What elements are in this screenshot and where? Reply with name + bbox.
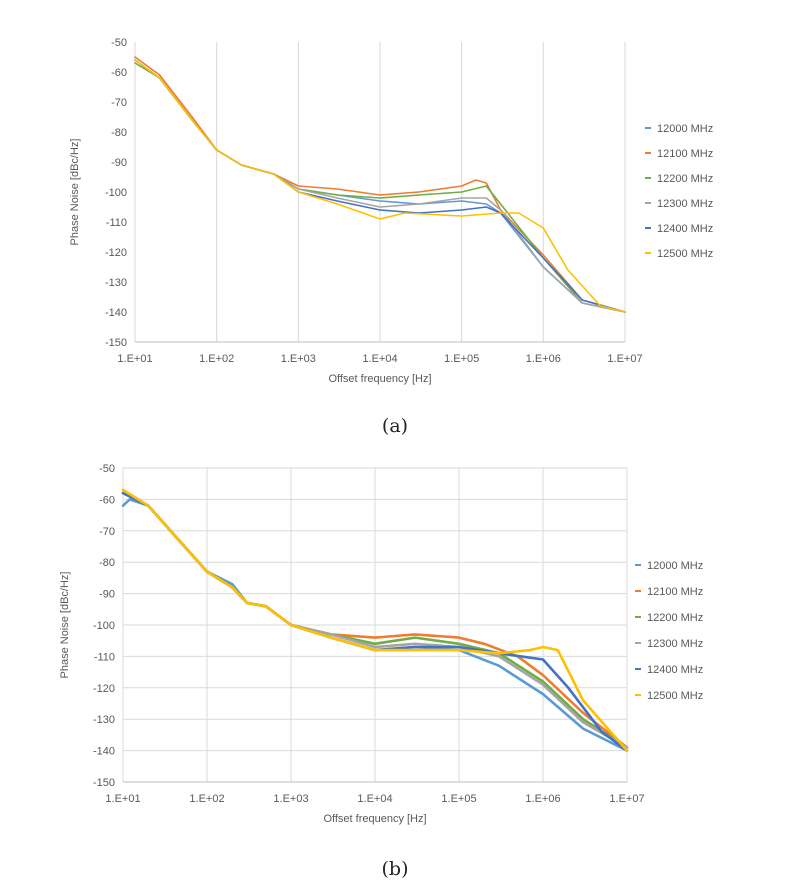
chart-b-legend-label: 12200 MHz <box>647 612 703 624</box>
chart-a-ytick-label: -140 <box>105 307 127 319</box>
chart-b-ytick-label: -100 <box>93 620 115 632</box>
chart-b-ytick-label: -150 <box>93 777 115 789</box>
chart-b-ytick-label: -120 <box>93 683 115 695</box>
chart-b-ytick-label: -140 <box>93 746 115 758</box>
chart-a-ytick-label: -60 <box>111 67 127 79</box>
chart-a-legend-label: 12500 MHz <box>657 248 713 260</box>
chart-a-x-axis-title: Offset frequency [Hz] <box>328 373 431 385</box>
chart-a-ytick-label: -50 <box>111 37 127 49</box>
chart-a: -50 -60 -70 -80 -90 -100 -110 -120 -130 -140 -150 1… <box>69 37 713 437</box>
chart-a-legend-label: 12100 MHz <box>657 148 713 160</box>
chart-a-legend-label: 12300 MHz <box>657 198 713 210</box>
chart-a-xtick-label: 1.E+05 <box>444 353 479 365</box>
chart-b-xtick-label: 1.E+05 <box>441 793 476 805</box>
chart-a-ytick-label: -70 <box>111 97 127 109</box>
chart-b-ytick-label: -50 <box>99 463 115 475</box>
chart-a-ytick-label: -90 <box>111 157 127 169</box>
chart-a-xtick-label: 1.E+01 <box>117 353 152 365</box>
chart-b-y-axis-title: Phase Noise [dBc/Hz] <box>59 572 71 679</box>
chart-a-xtick-label: 1.E+04 <box>362 353 397 365</box>
chart-b-ytick-label: -60 <box>99 494 115 506</box>
chart-a-caption: (a) <box>382 415 408 437</box>
chart-a-ytick-label: -110 <box>106 217 127 229</box>
chart-b-xtick-label: 1.E+04 <box>357 793 392 805</box>
chart-a-xtick-label: 1.E+07 <box>607 353 642 365</box>
chart-a-legend-label: 12200 MHz <box>657 173 713 185</box>
chart-panel-a: -50 -60 -70 -80 -90 -100 -110 -120 -130 -140 -150 1… <box>69 37 713 437</box>
chart-b-ytick-label: -80 <box>99 557 115 569</box>
chart-a-ytick-label: -80 <box>111 127 127 139</box>
chart-a-ytick-label: -100 <box>105 187 127 199</box>
chart-a-y-axis-title: Phase Noise [dBc/Hz] <box>69 139 81 246</box>
chart-a-xtick-label: 1.E+06 <box>526 353 561 365</box>
chart-b-legend-label: 12300 MHz <box>647 638 703 650</box>
chart-b-xtick-label: 1.E+01 <box>105 793 140 805</box>
chart-b-xtick-label: 1.E+02 <box>189 793 224 805</box>
chart-b-legend-label: 12500 MHz <box>647 690 703 702</box>
chart-b-legend-label: 12400 MHz <box>647 664 703 676</box>
chart-a-series-line-12500-mhz <box>134 59 626 313</box>
chart-b-ytick-label: -110 <box>94 651 115 663</box>
chart-b-xtick-label: 1.E+03 <box>273 793 308 805</box>
chart-b-series-line-12500-mhz <box>121 488 629 752</box>
chart-b-legend-label: 12100 MHz <box>647 586 703 598</box>
chart-b: -50 -60 -70 -80 -90 -100 -110 -120 -130 -140 -150 1… <box>59 463 703 880</box>
chart-a-xtick-label: 1.E+03 <box>281 353 316 365</box>
chart-b-legend-label: 12000 MHz <box>647 560 703 572</box>
chart-b-ytick-label: -130 <box>93 714 115 726</box>
chart-a-xtick-label: 1.E+02 <box>199 353 234 365</box>
chart-b-x-axis-title: Offset frequency [Hz] <box>323 813 426 825</box>
chart-b-xtick-label: 1.E+07 <box>609 793 644 805</box>
chart-b-ytick-label: -70 <box>99 526 115 538</box>
chart-a-ytick-label: -150 <box>105 337 127 349</box>
chart-b-ytick-label: -90 <box>99 589 115 601</box>
chart-a-legend-label: 12400 MHz <box>657 223 713 235</box>
chart-a-ytick-label: -120 <box>105 247 127 259</box>
chart-a-legend-label: 12000 MHz <box>657 123 713 135</box>
chart-b-caption: (b) <box>382 858 409 880</box>
chart-b-xtick-label: 1.E+06 <box>525 793 560 805</box>
chart-panel-b: -50 -60 -70 -80 -90 -100 -110 -120 -130 -140 -150 1… <box>0 445 790 890</box>
chart-a-ytick-label: -130 <box>105 277 127 289</box>
